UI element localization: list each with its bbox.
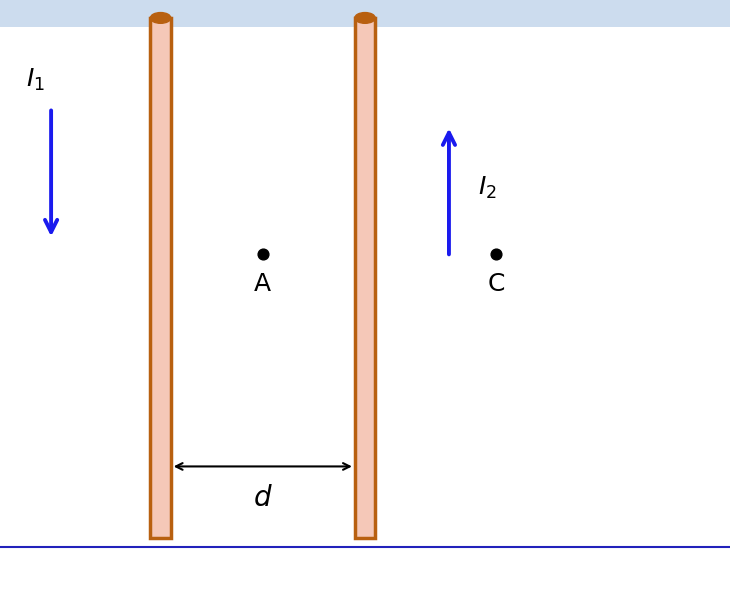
Point: [491, 249, 502, 259]
Text: d: d: [254, 484, 272, 512]
Text: $I_2$: $I_2$: [478, 175, 497, 202]
Ellipse shape: [355, 13, 375, 23]
Text: $I_1$: $I_1$: [26, 66, 45, 93]
Bar: [355, 18, 375, 538]
Point: [257, 249, 269, 259]
Bar: [150, 18, 171, 538]
Bar: [0, 0, 730, 27]
Ellipse shape: [150, 13, 171, 23]
Text: C: C: [488, 272, 505, 296]
Text: A: A: [254, 272, 272, 296]
